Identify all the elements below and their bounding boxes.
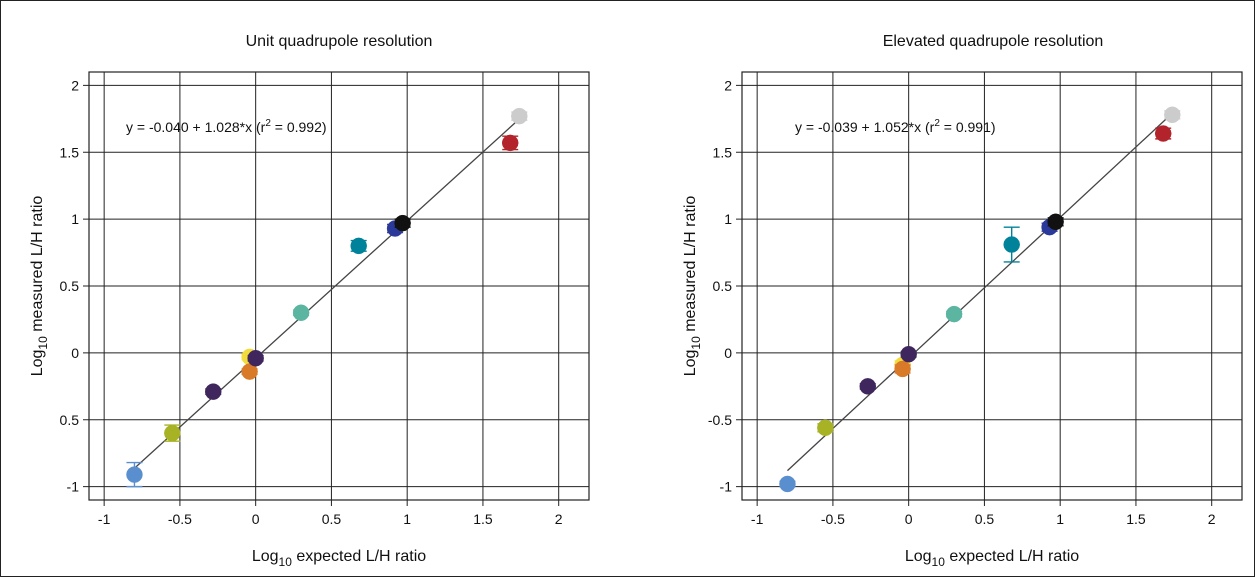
x-tick-label: 2 (1208, 511, 1216, 527)
y-tick-label: 0.5 (713, 278, 733, 294)
y-tick-label: 0.5 (60, 412, 80, 428)
x-axis-label-subscript: 10 (932, 555, 946, 569)
data-point (859, 378, 877, 395)
data-point (126, 466, 143, 483)
data-point (1164, 106, 1181, 124)
data-point (501, 134, 519, 152)
y-axis-label: Log10 measured L/H ratio (29, 196, 50, 377)
y-axis-label-text: Log (29, 350, 46, 377)
y-axis-label-subscript: 10 (36, 336, 50, 350)
x-tick-label: 0 (905, 511, 913, 527)
x-tick-label: -0.5 (168, 511, 192, 527)
equation-text: = 0.991) (940, 119, 996, 135)
y-axis-label-text: Log (682, 350, 699, 377)
chart-panel-2: -1 -0.5 0 0.5 1 1.5 2 -1 -0.5 0 0.5 1 1.5 2 Elevated q… (682, 33, 1243, 569)
y-tick-label: 1 (724, 211, 732, 227)
x-tick-label: -0.5 (821, 511, 845, 527)
fit-line (134, 118, 520, 469)
x-axis-label: Log10 expected L/H ratio (252, 548, 426, 569)
x-tick-label: 1 (1056, 511, 1064, 527)
data-point (350, 237, 367, 255)
x-tick-label: 1.5 (1126, 511, 1146, 527)
y-tick-label: -1 (67, 479, 80, 495)
chart-title: Unit quadrupole resolution (246, 33, 433, 50)
y-tick-label: -1 (720, 479, 733, 495)
y-tick-label: 0 (71, 345, 79, 361)
data-point (1047, 213, 1064, 231)
equation-text: = 0.992) (271, 119, 327, 135)
y-tick-label: 0 (724, 345, 732, 361)
data-point (900, 345, 917, 363)
y-tick-label: 2 (724, 77, 732, 93)
data-point (292, 304, 310, 321)
y-tick-label: 1 (71, 211, 79, 227)
x-axis-label-text: Log (252, 548, 279, 565)
y-axis-label: Log10 measured L/H ratio (682, 196, 703, 377)
x-tick-label: 1 (403, 511, 411, 527)
regression-equation: y = -0.039 + 1.052*x (r2 = 0.991) (795, 118, 996, 135)
data-point (1003, 236, 1020, 253)
data-point (204, 383, 222, 400)
x-axis-label-text: expected L/H ratio (292, 548, 426, 565)
data-point (894, 360, 911, 378)
x-tick-label: 0.5 (322, 511, 342, 527)
x-axis-label: Log10 expected L/H ratio (905, 548, 1079, 569)
x-tick-label: -1 (98, 511, 111, 527)
y-axis-label-text: measured L/H ratio (29, 196, 46, 337)
x-axis-label-text: Log (905, 548, 932, 565)
data-point (247, 349, 264, 367)
fit-line (787, 112, 1173, 472)
data-point (164, 424, 181, 442)
equation-text: y = -0.039 + 1.052*x (r (795, 119, 935, 135)
x-axis-label-subscript: 10 (279, 555, 293, 569)
y-axis-label-subscript: 10 (689, 336, 703, 350)
y-tick-label: 2 (71, 77, 79, 93)
x-axis-label-text: expected L/H ratio (945, 548, 1079, 565)
data-point (779, 475, 796, 493)
chart-title: Elevated quadrupole resolution (883, 33, 1104, 50)
regression-equation: y = -0.040 + 1.028*x (r2 = 0.992) (126, 118, 327, 135)
data-point (945, 305, 963, 323)
equation-superscript: 2 (265, 118, 271, 129)
data-point (394, 214, 411, 232)
data-point (817, 419, 834, 437)
x-tick-label: 0 (252, 511, 260, 527)
y-tick-label: 0.5 (60, 278, 80, 294)
data-point (1154, 125, 1172, 142)
y-tick-label: -0.5 (708, 412, 732, 428)
equation-text: y = -0.040 + 1.028*x (r (126, 119, 266, 135)
x-tick-label: 1.5 (473, 511, 493, 527)
x-tick-label: -1 (751, 511, 764, 527)
x-tick-label: 0.5 (975, 511, 995, 527)
chart-panel-1: -1 -0.5 0 0.5 1 1.5 2 -1 0.5 0 0.5 1 1.5 2 Unit quadru… (29, 33, 590, 569)
equation-superscript: 2 (934, 118, 940, 129)
y-tick-label: 1.5 (713, 144, 733, 160)
y-axis-label-text: measured L/H ratio (682, 196, 699, 337)
y-tick-label: 1.5 (60, 144, 80, 160)
data-point (511, 107, 528, 125)
x-tick-label: 2 (555, 511, 563, 527)
